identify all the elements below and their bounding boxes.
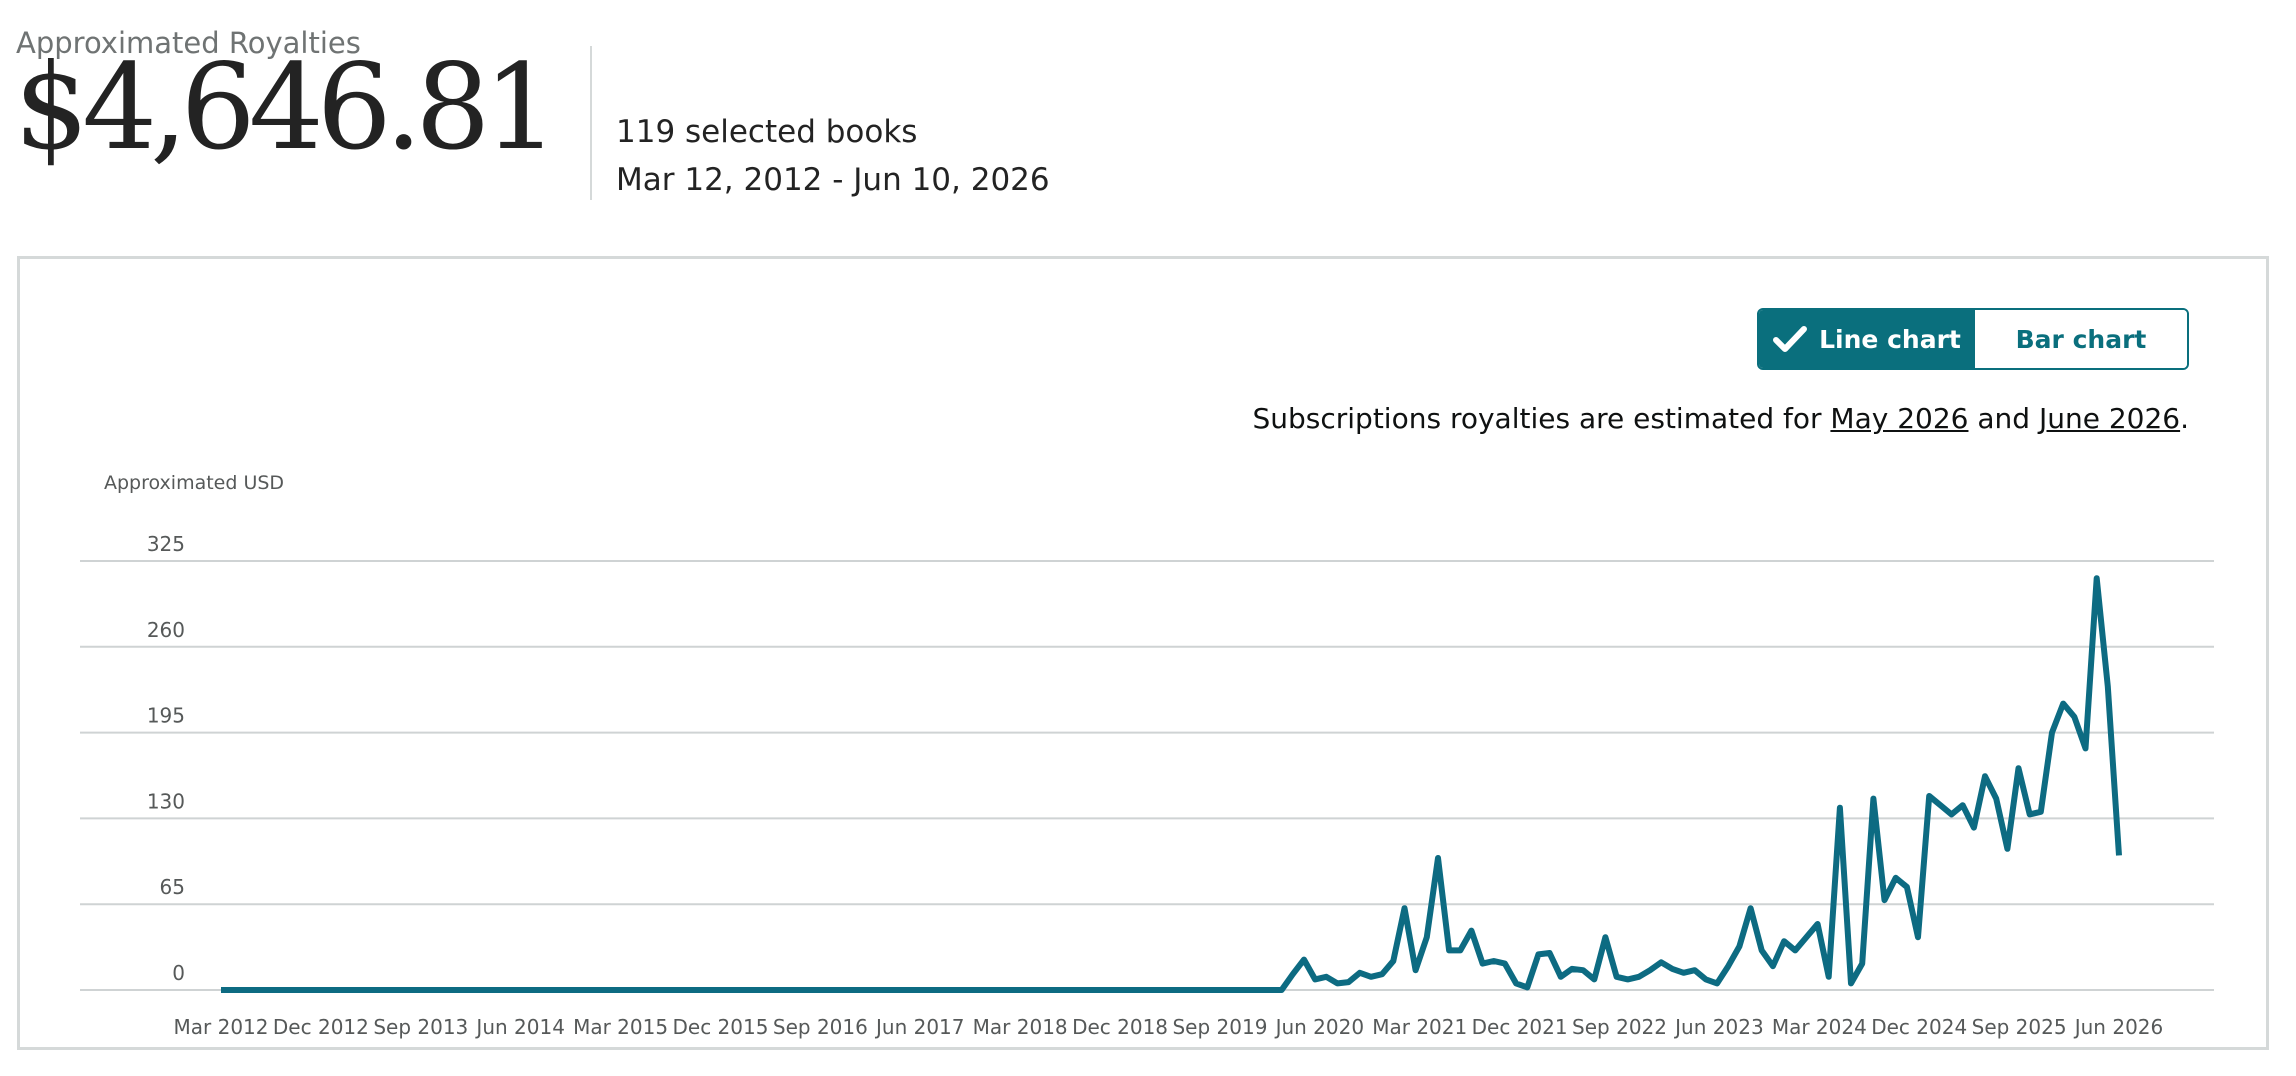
x-tick-label: Mar 2015 [573,1015,668,1039]
x-tick-label: Dec 2021 [1472,1015,1568,1039]
chart-type-toggle: Line chart Bar chart [1757,308,2189,370]
x-tick-label: Jun 2020 [1274,1015,1365,1039]
x-tick-label: Dec 2015 [672,1015,768,1039]
date-range: Mar 12, 2012 - Jun 10, 2026 [616,162,1050,198]
bar-chart-label: Bar chart [2015,324,2147,354]
y-tick-label: 260 [147,618,185,642]
checkmark-icon [1773,325,1808,353]
estimate-note: Subscriptions royalties are estimated fo… [1252,402,2189,435]
header-divider [590,46,592,200]
estimate-note-prefix: Subscriptions royalties are estimated fo… [1252,402,1831,435]
x-tick-label: Mar 2018 [973,1015,1068,1039]
line-chart-button[interactable]: Line chart [1759,310,1975,368]
selected-books-count: 119 selected books [616,114,918,150]
y-axis-title: Approximated USD [104,472,284,494]
estimate-note-suffix: . [2180,402,2189,435]
x-tick-label: Sep 2025 [1972,1015,2067,1039]
x-tick-label: Dec 2024 [1871,1015,1967,1039]
y-tick-label: 0 [172,961,185,985]
x-tick-label: Dec 2012 [273,1015,369,1039]
x-tick-label: Jun 2026 [2073,1015,2164,1039]
x-tick-label: Mar 2012 [174,1015,269,1039]
line-chart-label: Line chart [1819,324,1961,354]
x-tick-label: Sep 2022 [1572,1015,1667,1039]
x-tick-label: Sep 2013 [373,1015,468,1039]
x-tick-label: Mar 2021 [1372,1015,1467,1039]
x-tick-label: Sep 2019 [1172,1015,1267,1039]
x-tick-label: Jun 2023 [1673,1015,1764,1039]
x-tick-label: Sep 2016 [773,1015,868,1039]
royalties-series-line [221,575,2122,993]
y-tick-label: 130 [147,789,185,813]
y-tick-label: 195 [147,704,185,728]
royalties-label: Approximated Royalties [16,26,361,60]
estimate-note-middle: and [1968,402,2039,435]
bar-chart-button[interactable]: Bar chart [1975,310,2187,368]
y-tick-label: 65 [160,875,185,899]
x-tick-label: Jun 2017 [874,1015,965,1039]
x-tick-label: Dec 2018 [1072,1015,1168,1039]
x-tick-label: Jun 2014 [474,1015,565,1039]
june-2026-link[interactable]: June 2026 [2038,402,2181,435]
chart-panel [17,256,2269,1050]
y-tick-label: 325 [147,532,185,556]
royalties-amount: $4,646.81 [14,38,559,176]
may-2026-link[interactable]: May 2026 [1830,402,1969,435]
x-tick-label: Mar 2024 [1772,1015,1867,1039]
